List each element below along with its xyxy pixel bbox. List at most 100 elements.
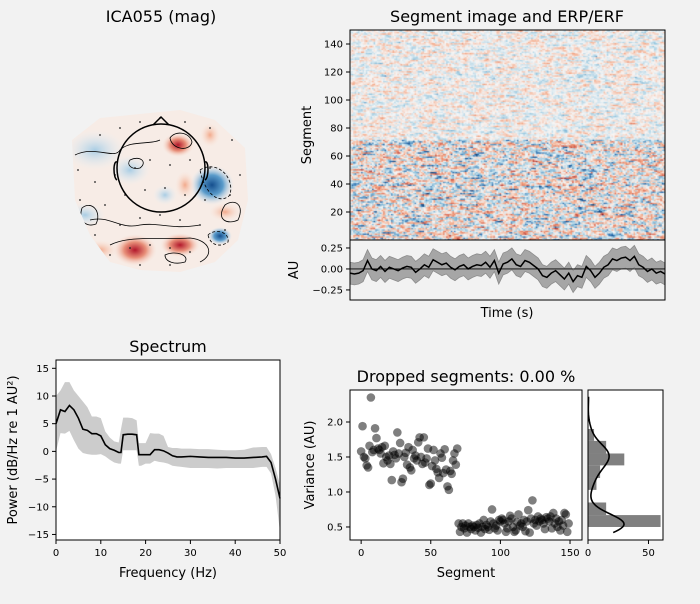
variance-point bbox=[372, 433, 381, 443]
variance-point bbox=[429, 445, 438, 455]
variance-point bbox=[562, 527, 572, 537]
variance-point bbox=[437, 453, 447, 462]
erp-xlabel: Time (s) bbox=[480, 306, 534, 321]
erp-ytick-label: 0.00 bbox=[321, 264, 343, 275]
topomap: ICA055 (mag) bbox=[72, 7, 248, 272]
segment-ytick-label: 140 bbox=[324, 40, 343, 51]
variance-hist-panel: 0 50 bbox=[585, 389, 664, 559]
variance-xtick-label: 50 bbox=[424, 548, 437, 559]
variance-point bbox=[561, 510, 571, 519]
erp-panel: 0.25 0.00 −0.25 AU Time (s) bbox=[287, 239, 666, 321]
hist-xtick-label: 50 bbox=[642, 548, 655, 559]
segment-ytick-label: 60 bbox=[330, 152, 343, 163]
segment-ytick-label: 40 bbox=[330, 180, 343, 191]
variance-point bbox=[452, 444, 462, 453]
variance-point bbox=[422, 454, 431, 463]
variance-xtick-label: 0 bbox=[358, 548, 364, 559]
hist-xtick-label: 0 bbox=[585, 548, 591, 559]
hist-kde-line bbox=[587, 396, 625, 534]
spectrum-xtick-label: 20 bbox=[139, 548, 152, 559]
spectrum-xlabel: Frequency (Hz) bbox=[119, 566, 217, 581]
hist-bar bbox=[588, 515, 661, 527]
hist-frame bbox=[587, 389, 664, 541]
spectrum-ytick-label: −5 bbox=[34, 475, 49, 486]
variance-point bbox=[487, 505, 497, 514]
variance-point bbox=[395, 438, 405, 448]
hist-bar bbox=[588, 465, 601, 478]
variance-ytick-label: 1.0 bbox=[327, 487, 343, 498]
spectrum-ytick-label: 15 bbox=[36, 364, 49, 375]
erp-ytick-label: −0.25 bbox=[312, 285, 343, 296]
spectrum-ytick-label: 10 bbox=[36, 392, 49, 403]
variance-point bbox=[528, 496, 537, 505]
variance-ytick-label: 1.5 bbox=[327, 452, 343, 463]
hist-bar bbox=[588, 453, 625, 466]
head-outline bbox=[113, 115, 209, 213]
variance-point bbox=[393, 428, 402, 437]
variance-xtick-label: 150 bbox=[560, 548, 579, 559]
segment-image-ylabel: Segment bbox=[300, 106, 315, 165]
variance-point bbox=[444, 485, 454, 495]
dropped-title: Dropped segments: 0.00 % bbox=[357, 367, 576, 386]
variance-point bbox=[366, 393, 376, 402]
segment-image-panel: Segment image and ERP/ERF 20 40 60 80 100 120… bbox=[300, 7, 666, 241]
variance-point bbox=[380, 441, 390, 451]
variance-point bbox=[540, 524, 550, 534]
variance-point bbox=[514, 510, 523, 519]
variance-ytick-label: 0.5 bbox=[327, 522, 343, 533]
segment-image-heatmap bbox=[350, 30, 665, 240]
segment-ytick-label: 100 bbox=[324, 96, 343, 107]
erp-mean-line bbox=[349, 255, 666, 283]
variance-point bbox=[564, 519, 573, 528]
variance-point bbox=[430, 456, 440, 465]
variance-point bbox=[406, 465, 416, 475]
spectrum-mean-line bbox=[55, 404, 281, 499]
variance-point bbox=[361, 454, 370, 463]
spectrum-ytick-label: 0 bbox=[43, 447, 49, 458]
spectrum-ytick-label: 5 bbox=[43, 419, 49, 430]
spectrum-ylabel: Power (dB/Hz re 1 AU²) bbox=[6, 375, 21, 524]
variance-point bbox=[493, 526, 502, 535]
segment-ytick-label: 120 bbox=[324, 68, 343, 79]
variance-point bbox=[419, 433, 429, 442]
variance-ylabel: Variance (AU) bbox=[303, 421, 318, 510]
variance-point bbox=[426, 479, 436, 488]
spectrum-xtick-label: 50 bbox=[274, 548, 287, 559]
spectrum-xtick-label: 10 bbox=[94, 548, 107, 559]
variance-point bbox=[386, 459, 395, 469]
spectrum-xtick-label: 30 bbox=[184, 548, 197, 559]
segment-ytick-label: 80 bbox=[330, 124, 343, 135]
variance-point bbox=[451, 460, 461, 469]
variance-xtick-label: 100 bbox=[491, 548, 510, 559]
variance-xlabel: Segment bbox=[437, 566, 496, 581]
spectrum-xtick-label: 0 bbox=[53, 548, 59, 559]
variance-point bbox=[387, 475, 397, 485]
erp-ytick-label: 0.25 bbox=[321, 243, 343, 254]
erp-ylabel: AU bbox=[287, 261, 302, 279]
variance-point bbox=[363, 463, 373, 472]
sensor-dots bbox=[77, 117, 241, 266]
variance-ytick-label: 2.0 bbox=[327, 417, 343, 428]
topomap-title: ICA055 (mag) bbox=[106, 7, 217, 26]
hist-bar bbox=[588, 428, 595, 441]
variance-frame bbox=[349, 389, 583, 541]
spectrum-std-band bbox=[56, 382, 280, 532]
spectrum-frame bbox=[55, 359, 281, 541]
segment-ytick-label: 20 bbox=[330, 208, 343, 219]
spectrum-ytick-label: −15 bbox=[28, 530, 49, 541]
variance-point bbox=[523, 505, 533, 515]
spectrum-title: Spectrum bbox=[129, 337, 207, 356]
variance-point bbox=[370, 423, 380, 433]
erp-frame bbox=[349, 239, 666, 301]
variance-point bbox=[398, 474, 408, 483]
variance-point bbox=[447, 469, 456, 479]
segment-image-title: Segment image and ERP/ERF bbox=[390, 7, 624, 26]
variance-point bbox=[358, 421, 367, 431]
variance-point bbox=[525, 528, 534, 537]
variance-point bbox=[440, 444, 449, 454]
hist-bar bbox=[588, 502, 607, 516]
hist-bar bbox=[588, 477, 597, 490]
spectrum-ytick-label: −10 bbox=[28, 502, 49, 513]
